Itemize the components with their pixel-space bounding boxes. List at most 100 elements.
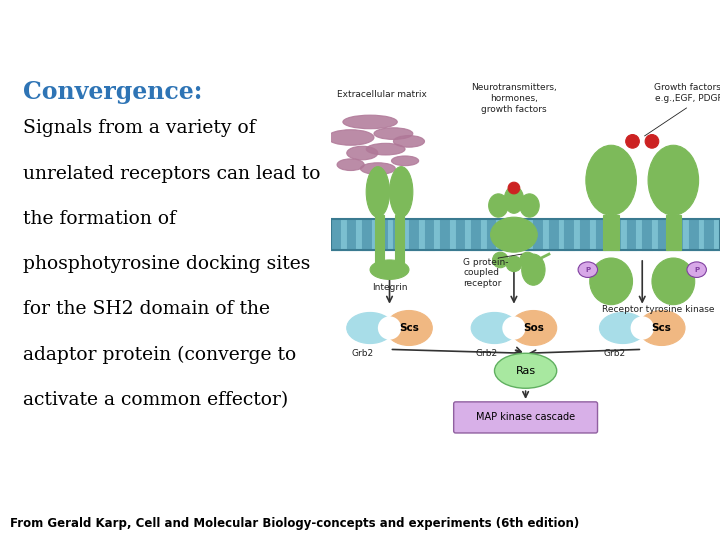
Bar [450,219,456,250]
Bar [331,219,720,250]
Bar [425,219,434,250]
Ellipse shape [366,167,390,217]
Text: the formation of: the formation of [23,210,176,228]
Bar [543,219,549,250]
Bar [434,219,440,250]
Bar [487,219,497,250]
Bar [456,219,465,250]
Text: Ras: Ras [516,366,536,376]
Text: unrelated receptors can lead to: unrelated receptors can lead to [23,165,320,183]
Ellipse shape [361,163,395,174]
Ellipse shape [366,143,405,155]
Bar [331,219,341,250]
Ellipse shape [328,130,374,145]
Ellipse shape [503,316,526,340]
Bar [362,219,372,250]
Bar [698,219,704,250]
Ellipse shape [378,316,401,340]
Bar [673,219,683,250]
Bar [347,219,356,250]
Bar [341,219,347,250]
Ellipse shape [386,310,432,346]
Ellipse shape [590,258,633,305]
Bar [603,215,619,250]
Bar [667,219,673,250]
Bar [409,219,419,250]
Bar [356,219,362,250]
Bar [689,219,698,250]
Ellipse shape [347,313,393,343]
Bar [590,219,595,250]
Text: Sos: Sos [523,323,544,333]
Ellipse shape [520,194,539,217]
Text: Extracellular matrix: Extracellular matrix [337,90,427,99]
FancyBboxPatch shape [454,402,598,433]
Ellipse shape [639,310,685,346]
Text: P: P [585,267,590,273]
Bar [621,219,626,250]
Bar [683,219,689,250]
Ellipse shape [393,136,425,147]
Ellipse shape [626,134,639,148]
Text: Receptor tyrosine kinase: Receptor tyrosine kinase [601,305,714,314]
Text: MAP kinase cascade: MAP kinase cascade [476,413,575,422]
Bar [471,219,481,250]
Bar [387,219,393,250]
Text: Grb2: Grb2 [604,349,626,359]
Ellipse shape [392,156,419,166]
Ellipse shape [520,252,535,268]
Ellipse shape [370,260,409,279]
Bar [440,219,450,250]
Text: Neurotransmitters,
hormones,
growth factors: Neurotransmitters, hormones, growth fact… [471,83,557,114]
Bar [395,215,404,266]
Ellipse shape [652,258,695,305]
Text: G protein-
coupled
receptor: G protein- coupled receptor [464,258,509,288]
Ellipse shape [522,254,545,285]
Ellipse shape [648,145,698,215]
Bar [665,215,681,250]
Bar [580,219,590,250]
Ellipse shape [471,313,518,343]
Ellipse shape [687,262,706,278]
Text: Integrin: Integrin [372,284,408,292]
Bar [512,219,518,250]
Bar [378,219,387,250]
Bar [658,219,667,250]
Ellipse shape [578,262,598,278]
Bar [611,219,621,250]
Bar [626,219,636,250]
Ellipse shape [506,256,522,272]
Bar [393,219,403,250]
Bar [636,219,642,250]
Ellipse shape [490,217,537,252]
Ellipse shape [645,134,659,148]
Text: P: P [694,267,699,273]
Bar [481,219,487,250]
Bar [503,219,512,250]
Text: activate a common effector): activate a common effector) [23,390,289,409]
Bar [372,219,378,250]
Ellipse shape [586,145,636,215]
Ellipse shape [374,128,413,139]
Bar [595,219,606,250]
Bar [549,219,559,250]
Bar [714,219,720,250]
Ellipse shape [347,146,378,160]
Bar [704,219,714,250]
Ellipse shape [631,316,654,340]
Bar [528,219,534,250]
Text: Scs: Scs [652,323,672,333]
Ellipse shape [504,186,523,213]
Ellipse shape [337,159,364,171]
Text: Grb2: Grb2 [476,349,498,359]
Text: Scs: Scs [399,323,419,333]
Bar [575,219,580,250]
Text: Grb2: Grb2 [351,349,374,359]
Bar [403,219,409,250]
Text: Signals from a variety of: Signals from a variety of [23,119,256,137]
Ellipse shape [510,310,557,346]
Bar [564,219,575,250]
Text: phosphotyrosine docking sites: phosphotyrosine docking sites [23,255,310,273]
Text: Convergence:: Convergence: [23,80,202,104]
Ellipse shape [343,115,397,129]
